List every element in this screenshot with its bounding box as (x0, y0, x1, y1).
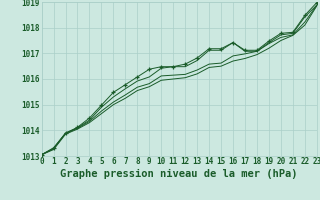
X-axis label: Graphe pression niveau de la mer (hPa): Graphe pression niveau de la mer (hPa) (60, 169, 298, 179)
